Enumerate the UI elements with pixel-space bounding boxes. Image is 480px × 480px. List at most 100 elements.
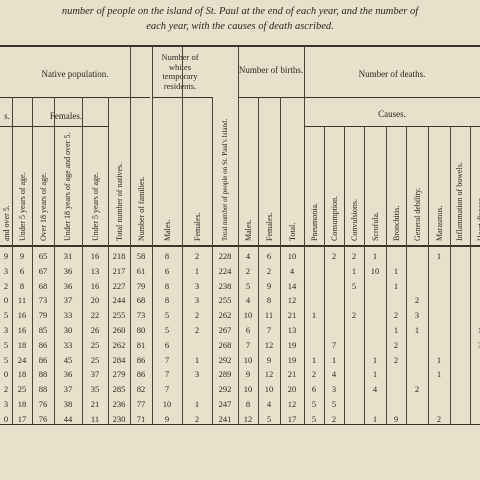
table-cell: 284 [112,354,126,365]
column-header: Number of families. [136,176,146,241]
table-cell: 6 [245,325,251,335]
column-header: Consumption. [329,195,339,241]
column-rule [54,97,55,424]
table-cell: 10 [287,251,297,261]
table-cell: 3 [194,295,200,306]
column-rule [238,47,239,424]
table-cell: 7 [164,369,170,380]
table-cell: 2 [393,310,399,321]
table-cell: 35 [90,384,100,395]
table-cell: 1 [194,265,200,276]
column-header: and over 5. [1,205,11,241]
table-cell: 86 [136,369,146,380]
column-header: General debility. [412,187,422,241]
table-cell: 8 [164,295,170,306]
table-cell: 2 [351,251,357,261]
table-cell: 9 [266,280,272,291]
table-cell: 6 [266,251,272,261]
table-cell: 2 [194,310,200,321]
table-cell: 1 [436,369,442,380]
table-cell: 12 [243,413,253,424]
column-header: Inflammation of bowels. [454,162,464,241]
table-cell: 18 [17,399,27,409]
table-cell: 5 [3,354,9,365]
table-cell: 2 [3,384,9,395]
table-cell: 292 [218,384,232,395]
table-cell: 2 [393,339,399,350]
table-cell: 9 [393,413,399,424]
table-cell: 12 [264,339,274,350]
table-cell: 80 [136,325,146,335]
table-cell: 6 [19,265,25,276]
table-cell: 8 [164,280,170,291]
table-cell: 61 [136,265,146,276]
table-cell: 86 [38,354,48,365]
table-cell: 9 [266,354,272,365]
column-header: Marasmus. [434,205,444,241]
table-cell: 37 [63,295,73,306]
table-cell: 0 [3,295,9,306]
table-cell: 12 [287,399,297,409]
table-cell: 9 [164,413,170,424]
table-cell: 1 [393,325,399,335]
table-cell: 79 [38,310,48,321]
table-cell: 82 [136,384,146,395]
table-cell: 3 [3,325,9,335]
table-cell: 18 [17,339,27,350]
table-cell: 79 [136,280,146,291]
column-rule [258,97,259,424]
column-header: Under 18 years of age and over 5. [62,132,72,241]
column-rule [108,97,109,424]
column-header: Over 18 years of age. [38,172,48,241]
table-cell: 7 [266,325,272,335]
table-cell: 262 [218,310,232,321]
table-cell: 1 [414,325,420,335]
table-cell: 45 [63,354,73,365]
table-cell: 67 [38,265,48,276]
column-header: Under 5 years of age. [17,172,27,241]
table-cell: 5 [3,339,9,350]
table-cell: 262 [112,339,126,350]
table-cell: 279 [112,369,126,380]
table-cell: 77 [136,399,146,409]
table-cell: 7 [164,354,170,365]
table-cell: 5 [164,325,170,335]
column-rule [304,47,305,424]
table-cell: 1 [436,251,442,261]
table-cell: 30 [63,325,73,335]
table-cell: 292 [218,354,232,365]
table-cell: 76 [38,399,48,409]
column-header: Heart disease. [475,196,480,241]
column-rule [32,97,33,424]
table-cell: 268 [218,339,232,350]
table-cell: 6 [164,339,170,350]
table-cell: 2 [194,325,200,335]
table-cell: 10 [243,384,253,395]
column-rule [386,126,387,424]
table-cell: 25 [17,384,27,395]
table-cell: 6 [164,265,170,276]
column-header: Scrofula. [370,211,380,241]
table-cell: 3 [3,265,9,276]
table-cell: 5 [331,399,337,409]
column-header: Convulsions. [349,198,359,241]
table-cell: 37 [90,369,100,380]
table-cell: 244 [112,295,126,306]
table-cell: 5 [245,280,251,291]
table-cell: 4 [245,251,251,261]
rule-deaths-sub [304,97,480,98]
table-cell: 3 [477,339,480,350]
table-cell: 36 [63,369,73,380]
header-deaths: Number of deaths. [358,69,426,79]
table-cell: 1 [331,354,337,365]
table-cell: 2 [245,265,251,276]
table-cell: 2 [414,384,420,395]
table-cell: 16 [17,310,27,321]
table-cell: 260 [112,325,126,335]
table-cell: 227 [112,280,126,291]
column-header: Males. [243,219,253,241]
column-rule [470,126,471,424]
table-cell: 1 [393,265,399,276]
table-cell: 1 [194,399,200,409]
